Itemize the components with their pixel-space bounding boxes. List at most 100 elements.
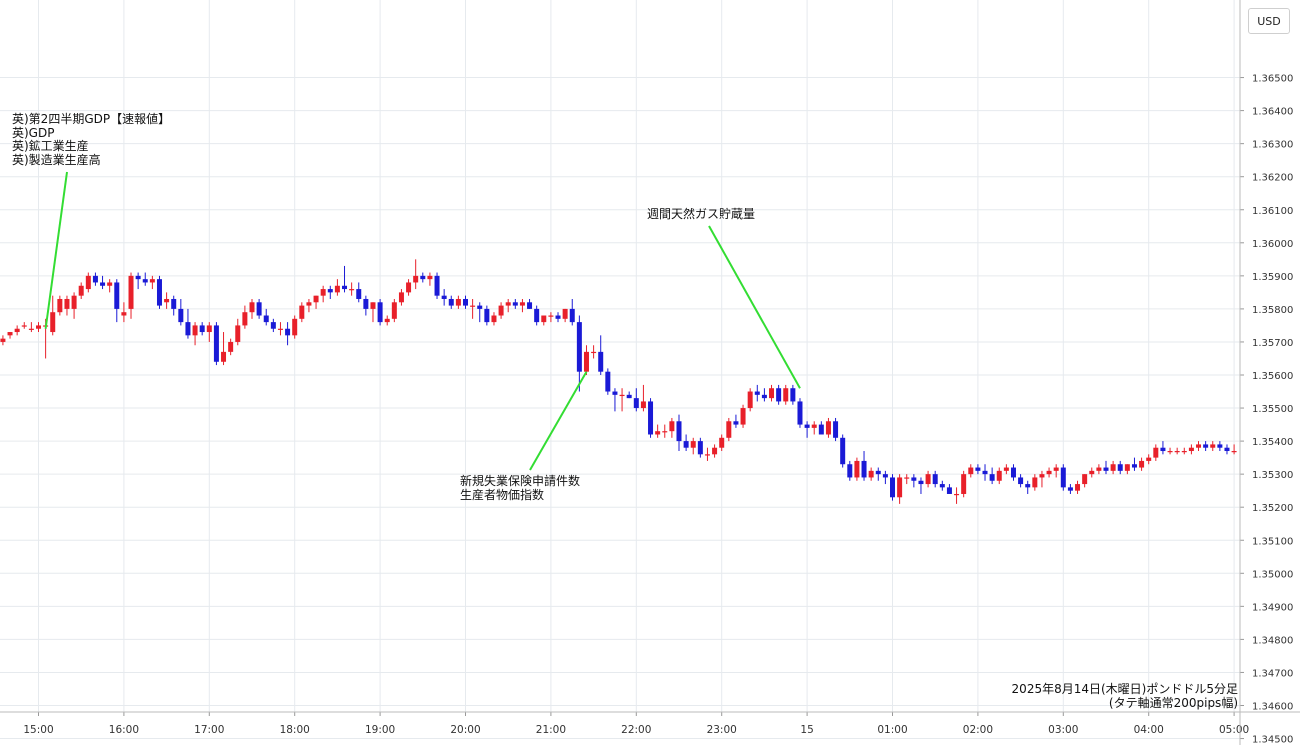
candle-down xyxy=(989,474,995,481)
candle-up xyxy=(690,441,696,448)
candle-up xyxy=(1210,444,1216,448)
candle-down xyxy=(804,424,810,428)
candle-down xyxy=(818,424,824,435)
x-tick-label: 05:00 xyxy=(1219,724,1249,736)
candle-up xyxy=(726,421,732,438)
candle-up xyxy=(1039,474,1045,478)
candle-down xyxy=(697,441,703,455)
candle-down xyxy=(92,275,98,283)
candle-down xyxy=(1117,464,1123,471)
candle-up xyxy=(519,302,525,306)
candle-up xyxy=(36,325,41,329)
y-tick-label: 1.35800 xyxy=(1252,305,1293,316)
x-tick-label: 20:00 xyxy=(450,724,480,736)
candle-down xyxy=(1203,444,1209,448)
x-tick-label: 01:00 xyxy=(877,724,907,736)
candle-up xyxy=(904,477,910,479)
candle-down xyxy=(847,464,853,478)
candle-up xyxy=(1053,467,1059,471)
candle-up xyxy=(562,308,568,319)
candle-up xyxy=(996,470,1002,481)
candle-up xyxy=(149,279,155,283)
candle-up xyxy=(1139,460,1145,468)
candle-down xyxy=(463,298,468,306)
y-tick-label: 1.34800 xyxy=(1252,635,1293,646)
x-tick-label: 22:00 xyxy=(621,724,651,736)
candle-up xyxy=(961,474,967,494)
candle-up xyxy=(1167,451,1173,453)
candle-down xyxy=(199,325,205,333)
candle-up xyxy=(292,318,298,336)
candle-down xyxy=(733,421,739,425)
candle-down xyxy=(840,437,846,465)
candle-down xyxy=(754,391,760,395)
candle-up xyxy=(1174,451,1180,453)
candle-down xyxy=(932,474,938,485)
candle-up xyxy=(954,493,960,496)
candle-down xyxy=(761,394,767,399)
candle-up xyxy=(391,302,397,319)
candle-down xyxy=(342,285,348,290)
candle-down xyxy=(1103,467,1109,471)
y-tick-label: 1.36200 xyxy=(1252,173,1293,184)
candle-up xyxy=(897,477,903,498)
candle-up xyxy=(320,289,326,296)
candle-up xyxy=(669,421,675,432)
candle-down xyxy=(178,308,184,323)
y-tick-label: 1.35300 xyxy=(1252,470,1293,481)
candle-up xyxy=(505,302,511,306)
candle-up xyxy=(655,431,661,435)
candle-down xyxy=(527,302,533,309)
y-tick-label: 1.35000 xyxy=(1252,569,1293,580)
candle-up xyxy=(662,431,668,433)
candle-up xyxy=(235,325,241,342)
uk-gdp-leader-line xyxy=(44,171,68,329)
candle-down xyxy=(605,371,611,392)
candle-up xyxy=(491,315,497,323)
candle-down xyxy=(982,470,988,475)
currency-label[interactable]: USD xyxy=(1248,8,1290,34)
candle-up xyxy=(0,338,6,342)
candle-up xyxy=(14,328,20,333)
candle-up xyxy=(192,325,198,336)
candle-up xyxy=(811,424,817,428)
x-tick-label: 15:00 xyxy=(23,724,53,736)
candle-up xyxy=(1089,470,1095,475)
candle-down xyxy=(477,305,483,309)
candle-down xyxy=(185,322,191,336)
candle-down xyxy=(114,282,120,309)
y-tick-label: 1.35400 xyxy=(1252,437,1293,448)
natural-gas-storage-event-annotation: 週間天然ガス貯蔵量 xyxy=(647,207,756,221)
candle-down xyxy=(363,298,369,309)
candle-up xyxy=(249,302,255,313)
candle-up xyxy=(427,275,433,280)
candle-down xyxy=(171,298,177,309)
x-tick-label: 21:00 xyxy=(536,724,566,736)
candle-up xyxy=(1181,451,1187,453)
candle-down xyxy=(1010,467,1016,478)
candle-up xyxy=(78,285,84,296)
y-tick-label: 1.34500 xyxy=(1252,735,1293,745)
candle-up xyxy=(591,351,597,354)
y-tick-label: 1.36300 xyxy=(1252,140,1293,151)
gas-storage-leader-line xyxy=(708,225,801,389)
candle-down xyxy=(135,275,141,280)
candle-down xyxy=(569,308,575,323)
y-tick-label: 1.34700 xyxy=(1252,668,1293,679)
candle-down xyxy=(1160,447,1166,452)
candle-up xyxy=(548,315,554,317)
candle-down xyxy=(797,401,803,425)
candle-up xyxy=(968,467,974,475)
candle-down xyxy=(1131,464,1137,468)
x-tick-label: 17:00 xyxy=(194,724,224,736)
y-tick-label: 1.36500 xyxy=(1252,74,1293,85)
candle-down xyxy=(263,315,269,323)
candle-down xyxy=(512,302,518,306)
candle-up xyxy=(1003,467,1009,471)
chart-caption: 2025年8月14日(木曜日)ポンドドル5分足 (タテ軸通常200pips幅) xyxy=(1012,682,1238,710)
y-tick-label: 1.35600 xyxy=(1252,371,1293,382)
candle-down xyxy=(484,308,490,323)
y-tick-label: 1.36100 xyxy=(1252,206,1293,217)
